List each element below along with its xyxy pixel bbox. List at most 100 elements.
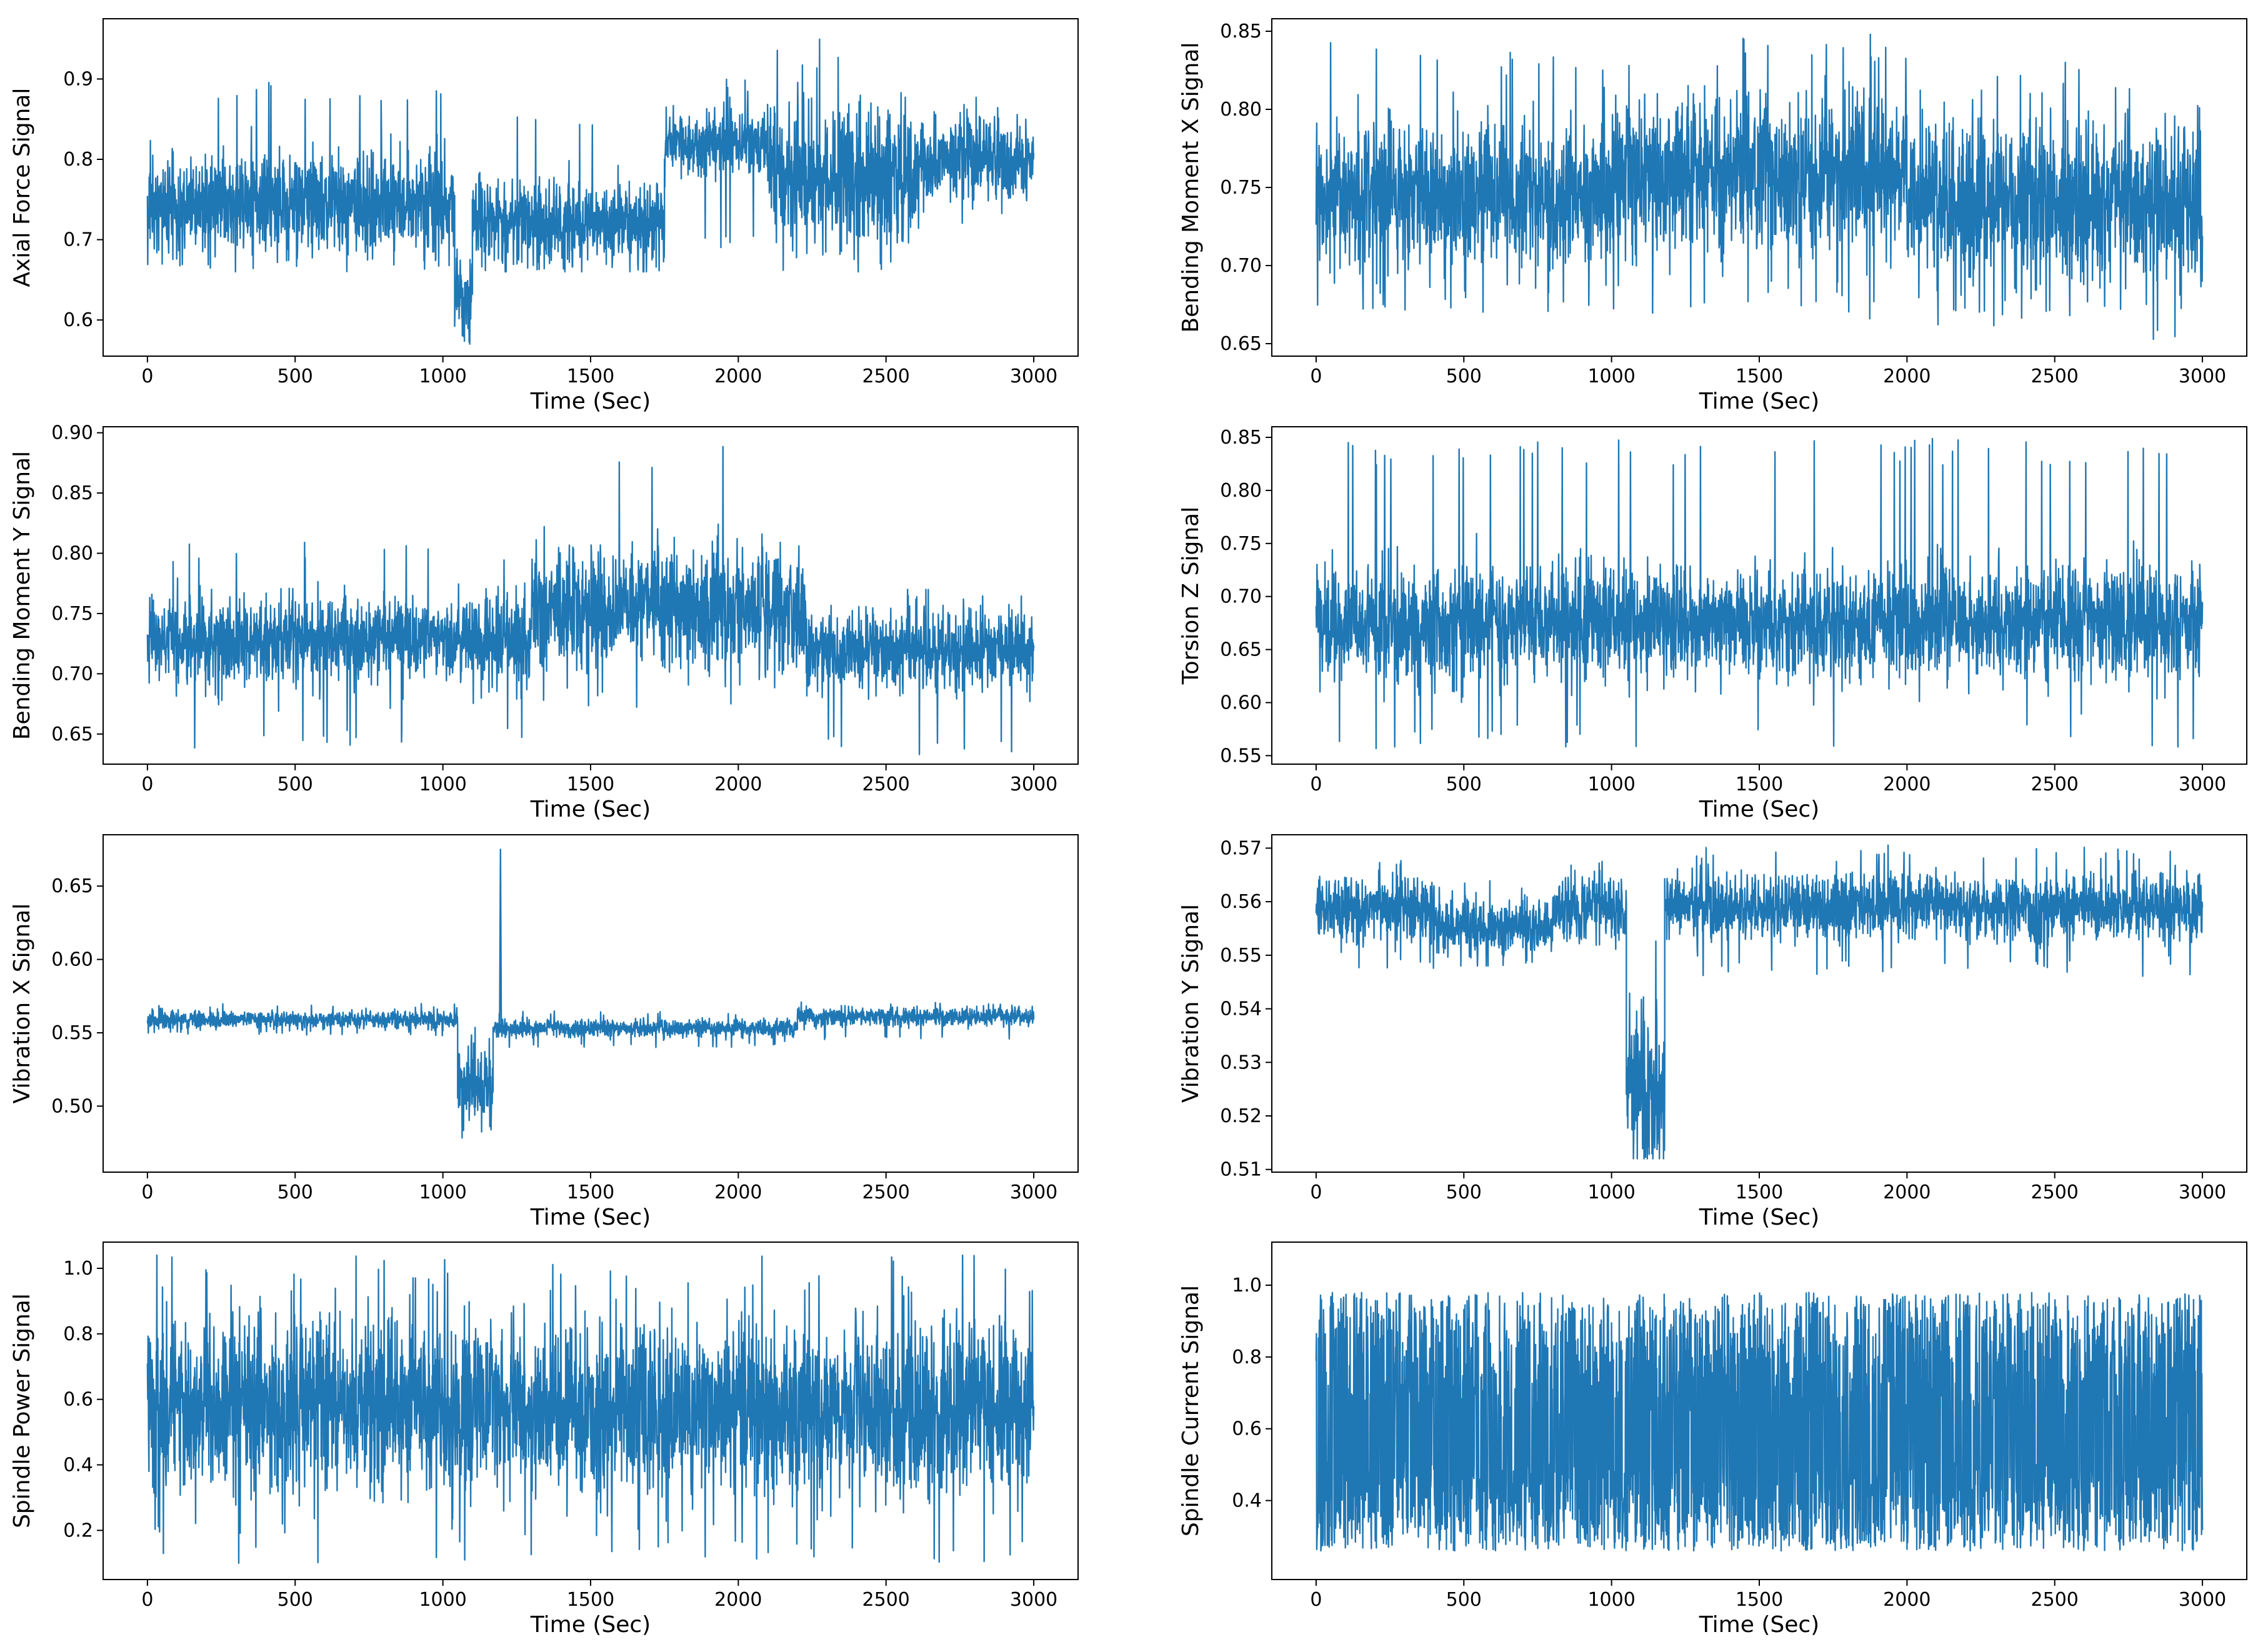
y-tick-label: 0.6 [63,309,93,331]
subplot-4: 0 500 1000 1500 2000 2500 3000 0.55 0.60 0.65 0.70… [1178,426,2247,822]
x-tick-label: 1000 [1587,366,1635,387]
x-tick-label: 2000 [1883,1589,1931,1611]
x-tick-label: 500 [277,1589,313,1611]
y-tick-label: 0.75 [1220,177,1262,199]
x-tick-label: 1500 [1736,774,1783,795]
y-tick-label: 0.70 [1220,586,1262,608]
y-axis-label: Spindle Power Signal [9,1293,35,1528]
y-tick-label: 0.65 [1220,333,1262,355]
subplot-1: 0 500 1000 1500 2000 2500 3000 0.6 0.7 0.8 0.9 Time… [9,18,1079,414]
x-tick-label: 1500 [567,366,614,387]
y-tick-label: 0.57 [1220,837,1262,859]
y-tick-label: 0.53 [1220,1052,1262,1073]
y-tick-label: 0.65 [51,875,93,897]
x-tick-label: 1500 [567,1589,614,1611]
y-tick-label: 0.65 [1220,639,1262,661]
x-tick-label: 2000 [714,366,762,387]
x-axis-label: Time (Sec) [530,1612,651,1638]
y-tick-label: 0.8 [1232,1346,1262,1368]
y-tick-label: 0.6 [63,1389,93,1411]
y-tick-label: 0.60 [51,949,93,971]
x-tick-label: 2000 [1883,774,1931,795]
y-tick-label: 0.80 [1220,99,1262,121]
subplot-2: 0 500 1000 1500 2000 2500 3000 0.65 0.70 0.75 0.80… [1178,18,2247,414]
x-axis-label: Time (Sec) [1699,1205,1819,1230]
x-tick-label: 3000 [1010,1589,1057,1611]
x-axis-label: Time (Sec) [1699,1612,1819,1638]
axes-frame [1271,426,2247,765]
series-line-1 [146,38,1035,345]
x-tick-label: 3000 [1010,1182,1057,1203]
x-tick-label: 0 [141,366,153,387]
x-tick-label: 1000 [419,366,466,387]
x-tick-label: 3000 [2179,774,2226,795]
x-tick-label: 500 [1446,366,1482,387]
y-tick-label: 0.70 [51,663,93,685]
x-tick-label: 2000 [714,1589,762,1611]
y-axis-label: Vibration Y Signal [1178,904,1204,1103]
y-tick-label: 0.80 [51,543,93,565]
x-tick-label: 2500 [2031,1589,2079,1611]
y-tick-label: 0.75 [1220,533,1262,555]
y-tick-label: 0.70 [1220,255,1262,277]
y-tick-label: 0.9 [63,68,93,90]
x-tick-label: 500 [1446,1589,1482,1611]
x-tick-label: 2500 [2031,366,2079,387]
x-tick-label: 3000 [1010,774,1057,795]
x-tick-label: 500 [277,1182,313,1203]
x-tick-label: 0 [1310,1589,1322,1611]
y-tick-label: 0.75 [51,603,93,625]
x-axis-label: Time (Sec) [530,797,651,822]
subplot-5: 0 500 1000 1500 2000 2500 3000 0.50 0.55 0.60 0.65… [9,834,1079,1230]
y-tick-label: 0.80 [1220,480,1262,502]
y-tick-label: 0.8 [63,1323,93,1345]
x-tick-label: 1500 [567,774,614,795]
x-tick-label: 2500 [862,1589,910,1611]
x-tick-label: 1000 [419,774,466,795]
y-tick-label: 0.55 [1220,745,1262,767]
x-tick-label: 1500 [1736,1182,1783,1203]
series-line-8 [1315,1291,2204,1552]
y-tick-label: 0.65 [51,724,93,745]
y-tick-label: 0.54 [1220,998,1262,1020]
series-line-7 [146,1254,1035,1564]
x-tick-label: 1000 [419,1182,466,1203]
x-tick-label: 3000 [2179,366,2226,387]
y-axis-label: Spindle Current Signal [1178,1285,1204,1536]
x-tick-label: 3000 [2179,1589,2226,1611]
x-tick-label: 1000 [419,1589,466,1611]
y-tick-label: 0.4 [1232,1490,1262,1512]
y-tick-label: 0.56 [1220,891,1262,913]
x-tick-label: 0 [141,774,153,795]
y-tick-label: 0.85 [1220,21,1262,42]
x-tick-label: 2500 [862,1182,910,1203]
y-axis-label: Torsion Z Signal [1178,507,1204,685]
x-tick-label: 1000 [1587,774,1635,795]
x-tick-label: 2500 [862,366,910,387]
series-line-3 [146,445,1035,755]
x-tick-label: 500 [277,774,313,795]
x-tick-label: 500 [277,366,313,387]
y-tick-label: 0.90 [51,422,93,444]
y-tick-label: 0.2 [63,1520,93,1541]
y-axis-label: Bending Moment Y Signal [9,451,35,740]
x-tick-label: 2000 [714,1182,762,1203]
x-tick-label: 1500 [567,1182,614,1203]
x-tick-label: 0 [141,1589,153,1611]
subplot-3: 0 500 1000 1500 2000 2500 3000 0.65 0.70 0.75 0.80… [9,422,1079,822]
y-axis-label: Vibration X Signal [9,903,35,1104]
y-tick-label: 0.51 [1220,1159,1262,1181]
axes-frame [102,834,1079,1173]
x-tick-label: 0 [141,1182,153,1203]
x-axis-label: Time (Sec) [1699,389,1819,414]
y-tick-label: 0.55 [51,1022,93,1044]
subplot-6: 0 500 1000 1500 2000 2500 3000 0.51 0.52 0.53 0.54… [1178,834,2247,1230]
x-tick-label: 2000 [1883,366,1931,387]
y-tick-label: 1.0 [63,1258,93,1280]
y-tick-label: 0.85 [1220,427,1262,449]
x-tick-label: 2000 [714,774,762,795]
x-axis-label: Time (Sec) [530,1205,651,1230]
x-tick-label: 2500 [2031,1182,2079,1203]
subplot-8: 0 500 1000 1500 2000 2500 3000 0.4 0.6 0.8 1.0 Time… [1178,1241,2247,1638]
